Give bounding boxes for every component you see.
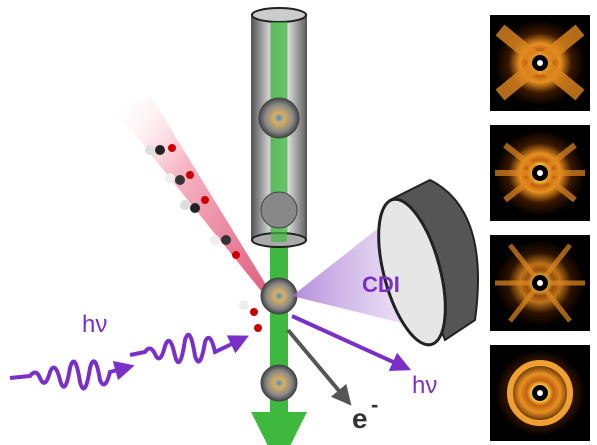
molecule-jet-part <box>239 300 249 310</box>
diffraction-patterns-part <box>490 15 590 111</box>
nanoclusters-part <box>261 365 297 401</box>
molecule-jet-part <box>180 200 190 210</box>
diffraction-patterns-part <box>490 235 590 331</box>
photon-pulses-part <box>10 361 125 388</box>
molecule-jet-part <box>250 308 258 316</box>
label: - <box>371 392 378 417</box>
molecule-jet-part <box>155 145 165 155</box>
nanoclusters-part <box>261 278 297 314</box>
molecule-jet-part <box>175 175 185 185</box>
emission-arrows-part <box>292 316 402 366</box>
nanoclusters-part <box>259 98 299 138</box>
diffraction-patterns-part-part <box>537 390 543 396</box>
molecule-jet-part <box>232 251 240 259</box>
molecule-jet <box>115 95 268 332</box>
molecule-jet-part <box>221 235 231 245</box>
molecule-jet-part <box>210 235 220 245</box>
diffraction-patterns <box>490 15 590 441</box>
photon-pulses-part <box>130 335 240 363</box>
diffraction-patterns-part-part <box>537 60 543 66</box>
label: CDI <box>362 272 400 297</box>
molecule-jet-part <box>168 144 176 152</box>
molecule-jet-part <box>186 171 194 179</box>
diagram: hν CDI hν e - <box>0 0 597 445</box>
sample-tube-part <box>252 8 306 22</box>
diffraction-patterns-part-part <box>537 280 543 286</box>
detector <box>366 180 478 352</box>
diffraction-patterns-part <box>490 345 590 441</box>
label: hν <box>412 372 437 399</box>
nanoclusters-part <box>261 192 297 228</box>
label: hν <box>82 311 107 338</box>
label: e <box>352 403 368 434</box>
page: hν CDI hν e - (() => { const data = JSON… <box>0 0 597 445</box>
diffraction-patterns-part-part <box>537 170 543 176</box>
molecule-jet-part <box>145 145 155 155</box>
diffraction-patterns-part <box>490 125 590 221</box>
photon-pulses <box>10 335 240 389</box>
molecule-jet-part <box>201 196 209 204</box>
molecule-jet-part <box>254 324 262 332</box>
molecule-jet-part <box>115 95 268 292</box>
emission-arrows <box>288 316 402 398</box>
molecule-jet-part <box>165 173 175 183</box>
molecule-jet-part <box>190 203 200 213</box>
